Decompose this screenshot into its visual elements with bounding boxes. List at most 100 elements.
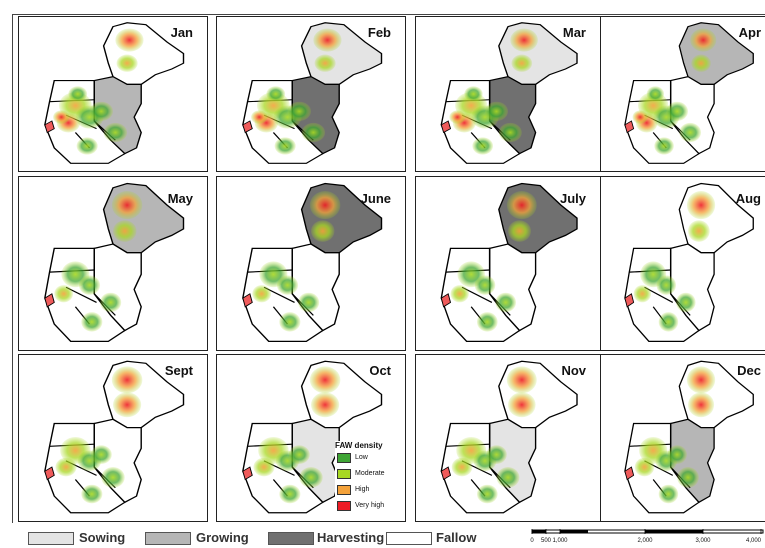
season-label-sowing: Sowing: [79, 530, 126, 545]
density-hotspot: [486, 445, 507, 464]
lake-hotspot: [440, 293, 452, 308]
density-hotspot: [55, 457, 77, 477]
density-hotspot: [111, 366, 143, 394]
lake-hotspot: [440, 466, 452, 481]
legend-label-very-high: Very high: [355, 502, 385, 509]
map-panel-svg: [44, 182, 185, 342]
map-panel-oct: Oct: [216, 354, 406, 522]
density-hotspot: [658, 312, 679, 332]
faw-density-legend: FAW density Low Moderate High Very high: [335, 441, 393, 520]
season-swatch-fallow: [386, 532, 432, 545]
density-hotspot: [476, 484, 498, 504]
map-panel-sept: Sept: [18, 354, 208, 522]
density-hotspot: [287, 101, 311, 121]
density-hotspot: [266, 86, 286, 102]
density-hotspot: [691, 54, 711, 72]
density-hotspot: [111, 191, 143, 220]
legend-label-moderate: Moderate: [355, 470, 385, 477]
month-label: Nov: [561, 363, 586, 378]
density-hotspot: [81, 312, 103, 332]
density-hotspot: [288, 445, 310, 464]
legend-label-low: Low: [355, 454, 368, 461]
month-label: Feb: [367, 25, 391, 40]
scale-tick-label: 1,000: [552, 538, 568, 544]
month-label: Mar: [562, 25, 586, 40]
season-swatch-growing: [145, 532, 191, 545]
density-hotspot: [688, 392, 715, 418]
density-hotspot: [103, 122, 128, 143]
density-hotspot: [686, 191, 716, 220]
density-hotspot: [309, 191, 341, 220]
density-hotspot: [667, 445, 687, 464]
density-hotspot: [113, 220, 137, 242]
map-panel-nov: Nov: [415, 354, 601, 522]
density-hotspot: [314, 54, 336, 72]
density-hotspot: [53, 110, 70, 124]
map-panel-svg: [242, 182, 383, 342]
month-label: May: [167, 191, 193, 206]
density-hotspot: [686, 366, 716, 394]
density-hotspot: [496, 467, 520, 488]
map-panel-mar: Mar: [415, 16, 601, 172]
map-panel-july: July: [415, 176, 601, 351]
density-hotspot: [506, 191, 537, 220]
month-label: Sept: [164, 363, 193, 378]
density-hotspot: [313, 28, 342, 52]
lake-hotspot: [44, 120, 55, 134]
month-label: Dec: [737, 363, 761, 378]
density-hotspot: [666, 101, 688, 121]
density-hotspot: [634, 457, 655, 477]
density-hotspot: [656, 275, 677, 295]
density-hotspot: [78, 275, 101, 295]
scale-tick-label: 0: [530, 538, 534, 544]
scale-tick-label: 500: [541, 538, 552, 544]
lake-hotspot: [44, 293, 55, 308]
density-hotspot: [632, 110, 648, 124]
density-hotspot: [495, 292, 517, 313]
month-label: July: [559, 191, 586, 206]
map-panel-jan: Jan: [18, 16, 208, 172]
density-hotspot: [279, 312, 301, 332]
density-hotspot: [476, 312, 498, 332]
density-hotspot: [90, 445, 112, 464]
lake-hotspot: [440, 120, 452, 134]
density-hotspot: [279, 484, 301, 504]
month-label: Apr: [738, 25, 761, 40]
density-hotspot: [451, 457, 473, 477]
density-hotspot: [89, 101, 113, 121]
density-hotspot: [677, 467, 699, 488]
map-panel-dec: Dec: [600, 354, 765, 522]
faw-density-legend-title: FAW density: [335, 441, 383, 450]
lake-hotspot: [624, 293, 635, 308]
map-panel-svg: [242, 22, 383, 164]
map-panel-feb: Feb: [216, 16, 406, 172]
density-hotspot: [253, 457, 275, 477]
density-hotspot: [299, 467, 323, 488]
lake-hotspot: [242, 293, 253, 308]
density-hotspot: [116, 54, 138, 72]
density-hotspot: [511, 54, 533, 72]
density-hotspot: [309, 366, 341, 394]
season-swatch-harvesting: [268, 532, 314, 545]
density-hotspot: [450, 285, 469, 303]
figure-frame: [12, 14, 765, 523]
legend-swatch-low: [337, 453, 351, 463]
density-hotspot: [311, 392, 340, 418]
month-label: Aug: [735, 191, 761, 206]
map-panel-svg: [440, 182, 578, 342]
month-label: Oct: [369, 363, 391, 378]
density-hotspot: [54, 285, 74, 303]
map-panel-aug: Aug: [600, 176, 765, 351]
map-panel-svg: [624, 22, 754, 164]
scale-bar: 0 500 1,000 2,000 3,000 4,000: [528, 526, 765, 548]
lake-hotspot: [624, 466, 635, 481]
lake-hotspot: [242, 120, 253, 134]
map-panel-june: June: [216, 176, 406, 351]
density-hotspot: [449, 110, 466, 124]
density-hotspot: [633, 285, 652, 303]
map-panel-svg: [440, 22, 578, 164]
density-hotspot: [464, 86, 483, 102]
season-legend: Sowing Growing Harvesting Fallow: [0, 526, 765, 548]
density-hotspot: [298, 292, 320, 313]
